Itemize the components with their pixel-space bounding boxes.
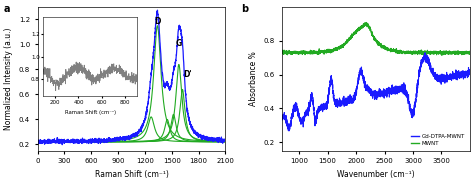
Text: b: b <box>241 4 248 14</box>
X-axis label: Wavenumber (cm⁻¹): Wavenumber (cm⁻¹) <box>337 170 415 179</box>
Text: D': D' <box>183 70 192 79</box>
Legend: Gd-DTPA-MWNT, MWNT: Gd-DTPA-MWNT, MWNT <box>409 132 467 148</box>
Y-axis label: Normalized Intensity (a.u.): Normalized Intensity (a.u.) <box>4 28 13 130</box>
Text: a: a <box>4 4 10 14</box>
X-axis label: Raman Shift (cm⁻¹): Raman Shift (cm⁻¹) <box>94 170 168 179</box>
Text: D: D <box>154 17 161 26</box>
Y-axis label: Absorbance %: Absorbance % <box>249 51 258 106</box>
Text: G: G <box>176 39 182 48</box>
